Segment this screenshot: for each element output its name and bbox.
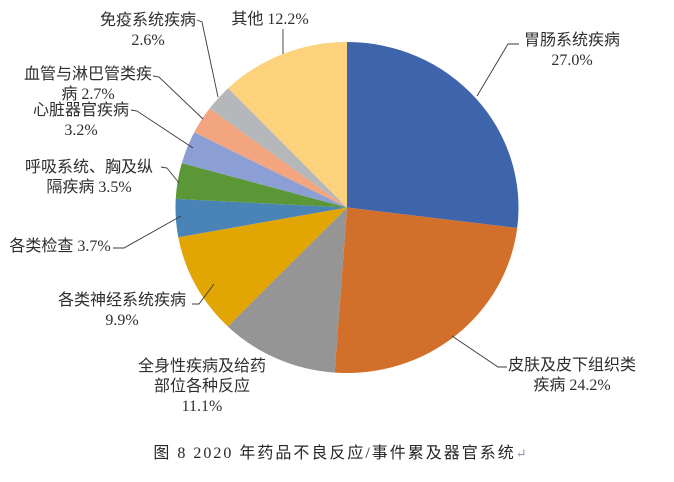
slice-label-6: 心脏器官疾病 3.2% xyxy=(33,101,129,141)
caption-text: 图 8 2020 年药品不良反应/事件累及器官系统 xyxy=(153,445,516,462)
pie-slice-1 xyxy=(334,207,518,374)
slice-label-0: 胃肠系统疾病 27.0% xyxy=(524,31,620,71)
slice-label-2: 全身性疾病及给药 部位各种反应 11.1% xyxy=(138,357,266,417)
slice-label-line: 11.1% xyxy=(181,398,223,415)
pie-slice-2 xyxy=(227,207,347,373)
slice-label-line: 免疫系统疾病 xyxy=(99,12,197,29)
leader-line-1 xyxy=(451,335,507,368)
pie-slice-7 xyxy=(194,108,347,208)
leader-line-0 xyxy=(476,43,519,97)
leader-line-4 xyxy=(113,215,182,249)
figure-caption: 图 8 2020 年药品不良反应/事件累及器官系统↵ xyxy=(153,439,526,463)
slice-label-3: 各类神经系统疾病 9.9% xyxy=(58,291,186,331)
leader-line-7 xyxy=(152,75,204,120)
slice-label-line: 全身性疾病及给药 xyxy=(137,358,267,375)
slice-label-line: 病 2.7% xyxy=(61,86,115,103)
pie-slice-8 xyxy=(209,88,347,208)
slice-label-line: 3.2% xyxy=(64,122,98,139)
leader-line-8 xyxy=(196,19,219,98)
slice-label-line: 各类神经系统疾病 xyxy=(57,292,187,309)
pie-slice-0 xyxy=(347,42,519,228)
slice-label-line: 其他 12.2% xyxy=(231,11,309,28)
slice-label-line: 隔疾病 3.5% xyxy=(46,179,132,196)
slice-label-5: 呼吸系统、胸及纵 隔疾病 3.5% xyxy=(25,158,153,198)
slice-label-line: 血管与淋巴管类疾 xyxy=(23,66,153,83)
pie-slice-6 xyxy=(181,132,347,208)
slice-label-7: 血管与淋巴管类疾病 2.7% xyxy=(24,65,152,105)
slice-label-4: 各类检查 3.7% xyxy=(9,237,110,257)
slice-label-line: 各类检查 3.7% xyxy=(9,238,111,255)
leader-line-5 xyxy=(160,166,180,184)
slice-label-line: 疾病 24.2% xyxy=(533,377,611,394)
leader-line-6 xyxy=(130,109,194,149)
slice-label-line: 心脏器官疾病 xyxy=(32,102,130,119)
pie-slice-4 xyxy=(175,198,347,238)
slice-label-line: 9.9% xyxy=(105,312,139,329)
slice-label-line: 27.0% xyxy=(551,52,593,69)
slice-label-line: 部位各种反应 xyxy=(153,378,251,395)
slice-label-1: 皮肤及皮下组织类 疾病 24.2% xyxy=(508,356,636,396)
slice-label-line: 皮肤及皮下组织类 xyxy=(507,357,637,374)
pie-slice-5 xyxy=(175,163,347,208)
paragraph-mark-icon: ↵ xyxy=(515,446,527,461)
pie-slice-9 xyxy=(228,42,347,208)
slice-label-line: 胃肠系统疾病 xyxy=(523,32,621,49)
slice-label-line: 呼吸系统、胸及纵 xyxy=(24,159,154,176)
slice-label-9: 其他 12.2% xyxy=(231,10,308,30)
leader-line-3 xyxy=(192,283,215,305)
pie-slice-3 xyxy=(178,207,347,327)
slice-label-line: 2.6% xyxy=(131,32,165,49)
slice-label-8: 免疫系统疾病 2.6% xyxy=(100,11,196,51)
